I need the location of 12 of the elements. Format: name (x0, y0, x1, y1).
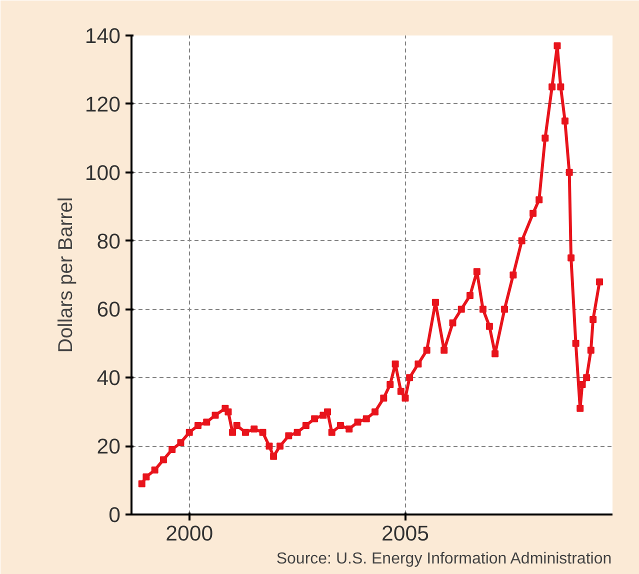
y-tick-label: 100 (84, 160, 121, 185)
x-tick-label: 2000 (166, 522, 214, 546)
x-tick-label: 2005 (382, 522, 429, 546)
y-axis-title: Dollars per Barrel (54, 197, 77, 353)
source-note: Source: U.S. Energy Information Administration (276, 550, 612, 568)
y-tick-label: 80 (96, 229, 121, 254)
y-tick-label: 120 (84, 92, 121, 116)
y-tick-label: 0 (108, 503, 121, 527)
y-tick-label: 20 (96, 434, 121, 459)
y-tick-label: 60 (96, 298, 121, 322)
y-tick-label: 140 (84, 24, 121, 48)
y-tick-label: 40 (96, 366, 121, 390)
